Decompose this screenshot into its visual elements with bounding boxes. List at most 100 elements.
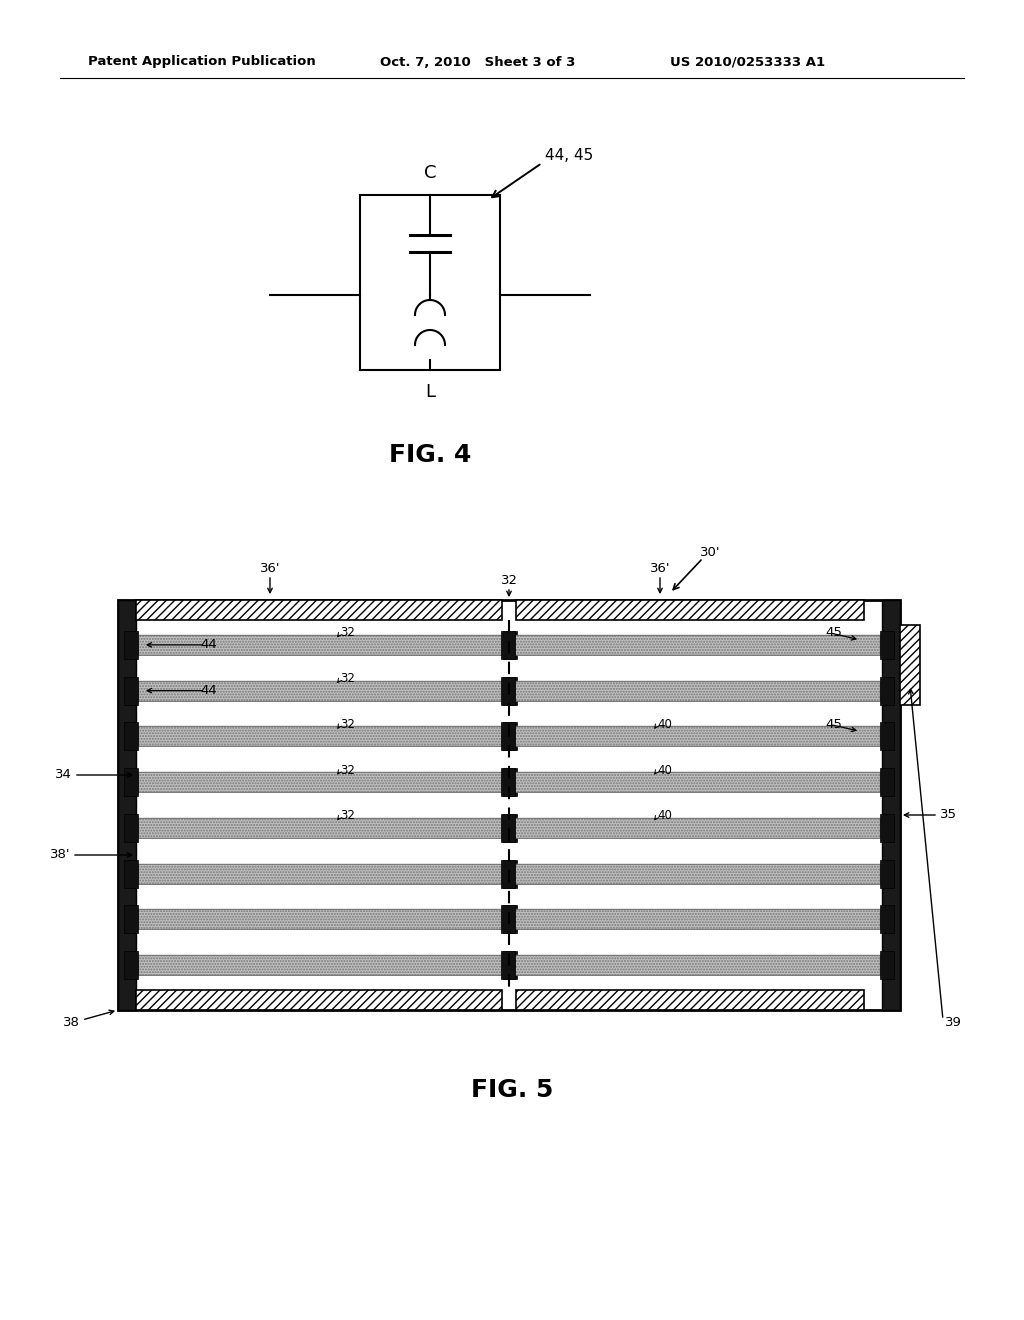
Bar [118, 601, 900, 1010]
Text: 32: 32 [341, 764, 355, 776]
Bar [138, 681, 503, 701]
Bar [880, 677, 894, 705]
Bar [880, 814, 894, 842]
Bar [515, 956, 880, 975]
Text: Patent Application Publication: Patent Application Publication [88, 55, 315, 69]
Bar [501, 906, 515, 933]
Bar [138, 635, 503, 655]
Bar [503, 631, 517, 659]
Bar [124, 677, 138, 705]
Bar [124, 906, 138, 933]
Bar [124, 952, 138, 979]
Text: C: C [424, 164, 436, 182]
Bar [880, 631, 894, 659]
Text: 45: 45 [825, 718, 842, 731]
Bar [138, 726, 503, 746]
Bar [515, 681, 880, 701]
Bar [503, 768, 517, 796]
Bar [515, 818, 880, 838]
Text: US 2010/0253333 A1: US 2010/0253333 A1 [670, 55, 825, 69]
Text: 32: 32 [341, 809, 355, 822]
Bar [124, 768, 138, 796]
Text: 38': 38' [49, 849, 70, 862]
Bar [138, 726, 503, 746]
Text: 45: 45 [825, 627, 842, 639]
Bar [124, 859, 138, 887]
Bar [503, 814, 517, 842]
Bar [124, 814, 138, 842]
Bar [124, 631, 138, 659]
Text: 36': 36' [260, 561, 281, 574]
Bar [503, 859, 517, 887]
Bar [515, 863, 880, 883]
Bar [880, 952, 894, 979]
Bar [516, 990, 864, 1010]
Bar [503, 722, 517, 750]
Text: L: L [425, 383, 435, 401]
Bar [501, 814, 515, 842]
Bar [515, 863, 880, 883]
Bar [138, 863, 503, 883]
Bar [124, 722, 138, 750]
Bar [515, 909, 880, 929]
Bar [501, 722, 515, 750]
Bar [515, 726, 880, 746]
Text: 36': 36' [650, 561, 671, 574]
Bar [515, 635, 880, 655]
Text: 44, 45: 44, 45 [545, 148, 593, 162]
Bar [136, 601, 502, 620]
Bar [503, 906, 517, 933]
Text: FIG. 4: FIG. 4 [389, 444, 471, 467]
Text: 35: 35 [940, 808, 957, 821]
Bar [138, 818, 503, 838]
Bar [138, 681, 503, 701]
Bar [515, 772, 880, 792]
Text: 40: 40 [657, 764, 673, 776]
Bar [515, 909, 880, 929]
Bar [516, 601, 864, 620]
Text: 44: 44 [200, 639, 217, 651]
Bar [880, 768, 894, 796]
Bar [882, 601, 900, 1010]
Text: 32: 32 [341, 627, 355, 639]
Bar [501, 677, 515, 705]
Bar [501, 952, 515, 979]
Bar [138, 818, 503, 838]
Bar [515, 818, 880, 838]
Bar [501, 631, 515, 659]
Text: 44: 44 [200, 684, 217, 697]
Text: 38: 38 [63, 1015, 80, 1028]
Bar [138, 909, 503, 929]
Bar [900, 624, 920, 705]
Bar [138, 956, 503, 975]
Bar [138, 863, 503, 883]
Text: 32: 32 [501, 573, 517, 586]
Bar [880, 722, 894, 750]
Bar [138, 956, 503, 975]
Bar [503, 677, 517, 705]
Bar [515, 726, 880, 746]
Bar [880, 906, 894, 933]
Text: 30': 30' [700, 545, 721, 558]
Bar [515, 635, 880, 655]
Bar [515, 956, 880, 975]
Text: 40: 40 [657, 718, 673, 731]
Text: 39: 39 [945, 1015, 962, 1028]
Text: Oct. 7, 2010   Sheet 3 of 3: Oct. 7, 2010 Sheet 3 of 3 [380, 55, 575, 69]
Text: 32: 32 [341, 672, 355, 685]
Bar [501, 859, 515, 887]
Bar [503, 952, 517, 979]
Bar [138, 635, 503, 655]
Bar [118, 601, 136, 1010]
Bar [136, 990, 502, 1010]
Bar [515, 681, 880, 701]
Text: FIG. 5: FIG. 5 [471, 1078, 553, 1102]
Bar [501, 768, 515, 796]
Text: 32: 32 [341, 718, 355, 731]
Bar [138, 772, 503, 792]
Bar [138, 909, 503, 929]
Bar [138, 772, 503, 792]
Text: 40: 40 [657, 809, 673, 822]
Bar [880, 859, 894, 887]
Bar [515, 772, 880, 792]
